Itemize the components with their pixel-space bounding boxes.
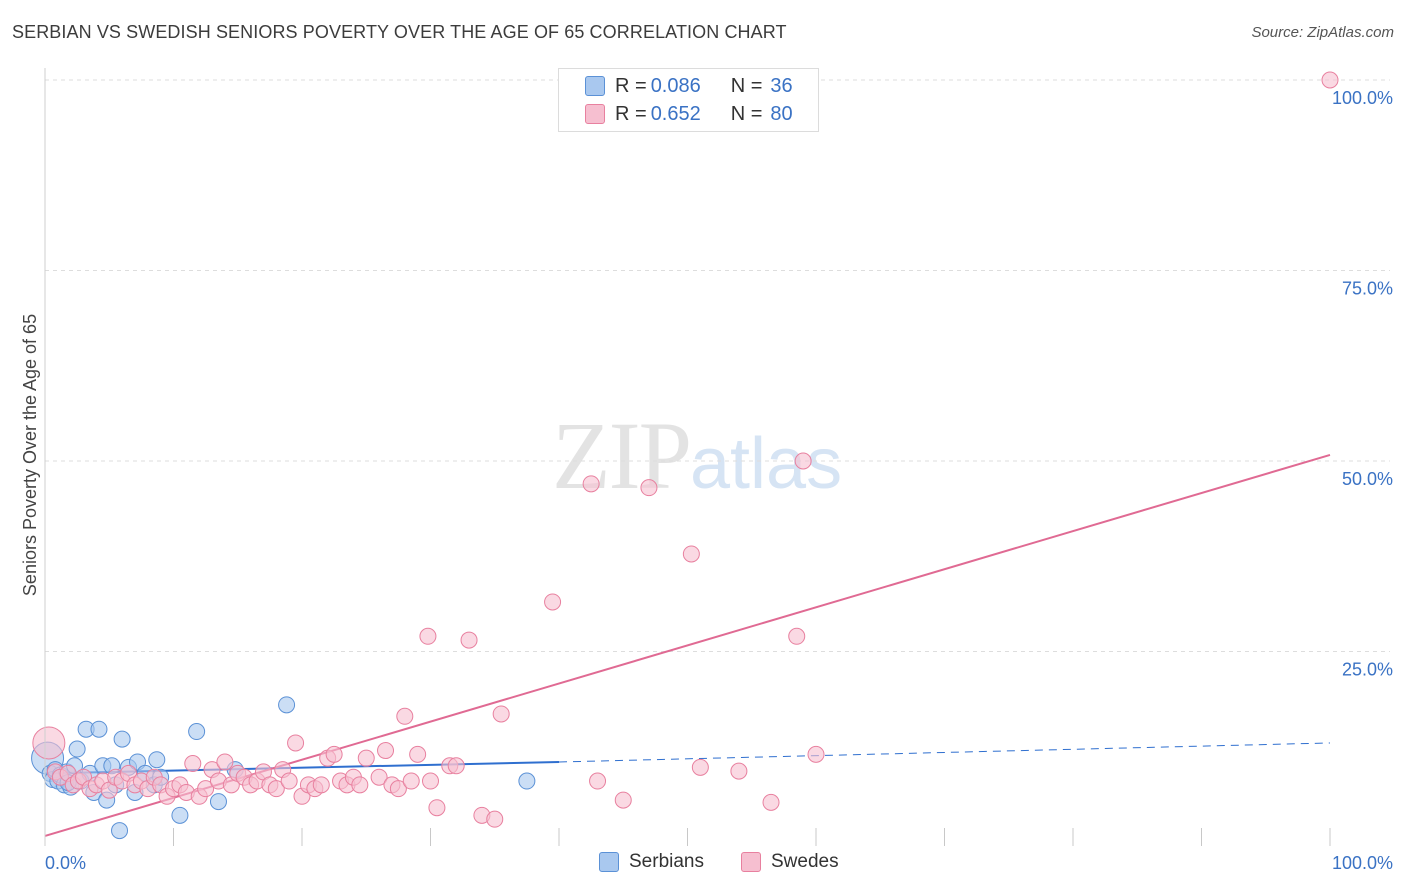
swedes-point — [422, 772, 439, 790]
swedes-point — [691, 758, 709, 776]
axes — [44, 68, 1331, 846]
serbians-point — [113, 730, 131, 748]
swedes-point — [419, 627, 437, 645]
swedes-point — [460, 631, 478, 649]
serbians-point — [111, 822, 129, 840]
swedes-point — [197, 780, 215, 798]
serbians-point — [148, 751, 166, 769]
serbians-swatch — [585, 76, 605, 96]
swedes-point — [370, 768, 388, 786]
swedes-point — [428, 799, 446, 817]
swedes-point — [377, 742, 395, 760]
y-axis-title: Seniors Poverty Over the Age of 65 — [20, 314, 40, 596]
legend-n-value: 36 — [770, 74, 793, 97]
swedes-point — [287, 734, 305, 752]
serbians-point — [90, 720, 108, 738]
swedes-point — [267, 780, 285, 798]
watermark-zip: ZIP — [552, 402, 692, 509]
swedes-point — [396, 707, 414, 725]
legend-item-swedes: Swedes — [741, 851, 839, 873]
legend-r-label: R = — [615, 102, 647, 125]
series-legend: Serbians Swedes — [0, 851, 1406, 877]
legend-n-value: 80 — [770, 102, 793, 125]
zipatlas-watermark: ZIPatlas — [552, 400, 842, 511]
swedes-point — [389, 780, 407, 798]
swedes-swatch — [741, 852, 761, 872]
swedes-point — [807, 745, 825, 763]
serbians-point — [68, 740, 86, 758]
chart-title: SERBIAN VS SWEDISH SENIORS POVERTY OVER … — [12, 22, 787, 42]
swedes-point — [762, 793, 780, 811]
y-tick-label: 100.0% — [1332, 88, 1393, 108]
serbians-swatch — [599, 852, 619, 872]
swedes-point — [640, 479, 658, 497]
data-points — [31, 71, 1339, 840]
swedes-point — [730, 762, 748, 780]
serbians-point — [188, 723, 206, 741]
legend-row-swedes: R = 0.652 N = 80 — [559, 101, 793, 127]
swedes-point — [614, 791, 632, 809]
swedes-point — [325, 745, 343, 763]
swedes-point — [582, 475, 600, 493]
y-tick-label: 50.0% — [1342, 469, 1393, 489]
swedes-point — [589, 772, 607, 790]
swedes-point — [216, 753, 234, 771]
y-tick-label: 25.0% — [1342, 660, 1393, 680]
swedes-point — [682, 545, 700, 563]
watermark-atlas: atlas — [690, 424, 843, 504]
serbians-trend-extension — [558, 742, 1331, 763]
swedes-point — [280, 772, 298, 790]
grid-lines — [45, 79, 1390, 652]
legend-item-serbians: Serbians — [599, 851, 704, 873]
swedes-point — [486, 810, 504, 828]
legend-n-label: N = — [730, 102, 763, 125]
swedes-point — [1321, 71, 1339, 89]
swedes-point — [32, 726, 66, 760]
x-tick-label: 0.0% — [45, 853, 86, 873]
legend-serbians-label: Serbians — [629, 851, 704, 872]
legend-swedes-label: Swedes — [771, 851, 839, 872]
correlation-legend: R = 0.086 N = 36 R = 0.652 N = 80 — [558, 68, 819, 132]
swedes-point — [409, 745, 427, 763]
legend-row-serbians: R = 0.086 N = 36 — [559, 73, 793, 99]
serbians-point — [209, 793, 227, 811]
tick-labels: 25.0% 50.0% 75.0% 100.0% 0.0% 100.0% Seniors P… — [20, 88, 1393, 873]
swedes-point — [447, 757, 465, 775]
serbians-point — [278, 696, 296, 714]
source-label: Source: ZipAtlas.com — [1251, 24, 1394, 41]
swedes-point — [351, 776, 369, 794]
legend-r-label: R = — [615, 74, 647, 97]
serbians-point — [171, 806, 189, 824]
swedes-point — [312, 776, 330, 794]
legend-r-value: 0.086 — [650, 74, 701, 97]
swedes-point — [794, 452, 812, 470]
swedes-point — [184, 755, 202, 773]
swedes-point — [492, 705, 510, 723]
legend-r-value: 0.652 — [650, 102, 701, 125]
swedes-point — [788, 627, 806, 645]
serbians-point — [518, 772, 536, 790]
swedes-point — [402, 772, 420, 790]
x-tick-label: 100.0% — [1332, 853, 1393, 873]
swedes-point — [357, 749, 375, 767]
swedes-point — [544, 593, 562, 611]
legend-n-label: N = — [730, 74, 763, 97]
swedes-swatch — [585, 104, 605, 124]
y-tick-label: 75.0% — [1342, 279, 1393, 299]
